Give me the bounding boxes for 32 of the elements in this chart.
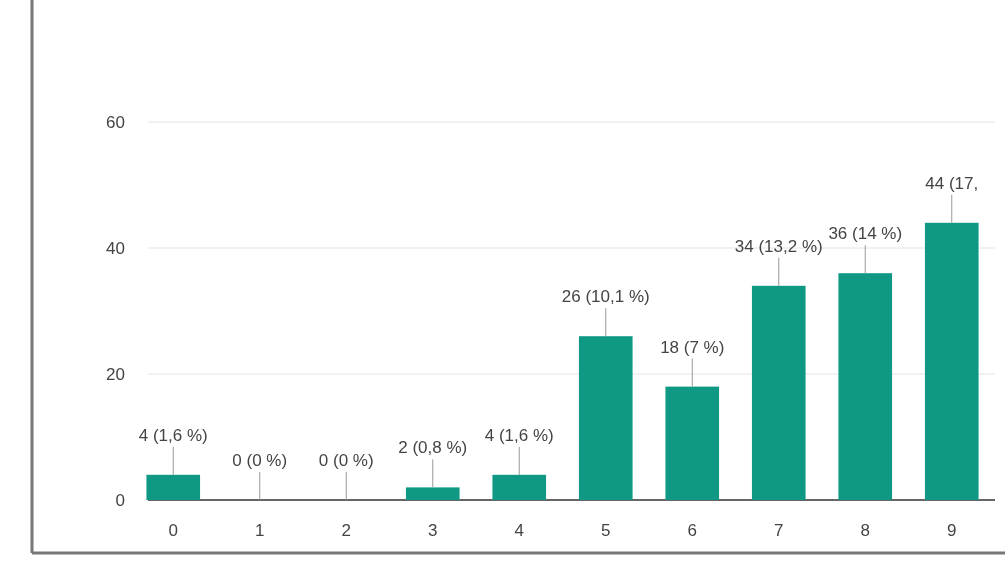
x-tick-label: 6 [687, 521, 697, 540]
data-label: 34 (13,2 %) [734, 236, 823, 256]
bar [492, 474, 547, 500]
x-tick-label: 2 [341, 521, 351, 540]
bar [924, 222, 979, 500]
data-label: 44 (17, [925, 173, 979, 193]
bar [578, 336, 633, 500]
data-label: 4 (1,6 %) [138, 425, 208, 445]
x-tick-label: 1 [255, 521, 265, 540]
data-label: 4 (1,6 %) [484, 425, 554, 445]
bar [146, 474, 201, 500]
x-tick-label: 0 [168, 521, 178, 540]
y-tick-label: 0 [115, 490, 125, 510]
y-tick-label: 60 [106, 112, 125, 132]
data-label: 0 (0 %) [318, 451, 374, 470]
data-label: 0 (0 %) [232, 451, 288, 470]
data-label: 26 (10,1 %) [561, 287, 650, 307]
x-tick-label: 4 [514, 521, 524, 540]
x-tick-label: 9 [947, 521, 957, 540]
data-label: 18 (7 %) [660, 337, 725, 357]
y-tick-label: 40 [106, 238, 125, 258]
bar [405, 487, 460, 500]
x-tick-label: 7 [774, 521, 784, 540]
data-label: 2 (0,8 %) [398, 438, 468, 458]
y-tick-label: 20 [106, 364, 125, 384]
x-tick-label: 8 [860, 521, 870, 540]
x-tick-label: 3 [428, 521, 438, 540]
data-label: 36 (14 %) [828, 224, 903, 244]
bar [838, 273, 893, 500]
bar [665, 386, 720, 500]
x-tick-label: 5 [601, 521, 611, 540]
bar [751, 285, 806, 500]
